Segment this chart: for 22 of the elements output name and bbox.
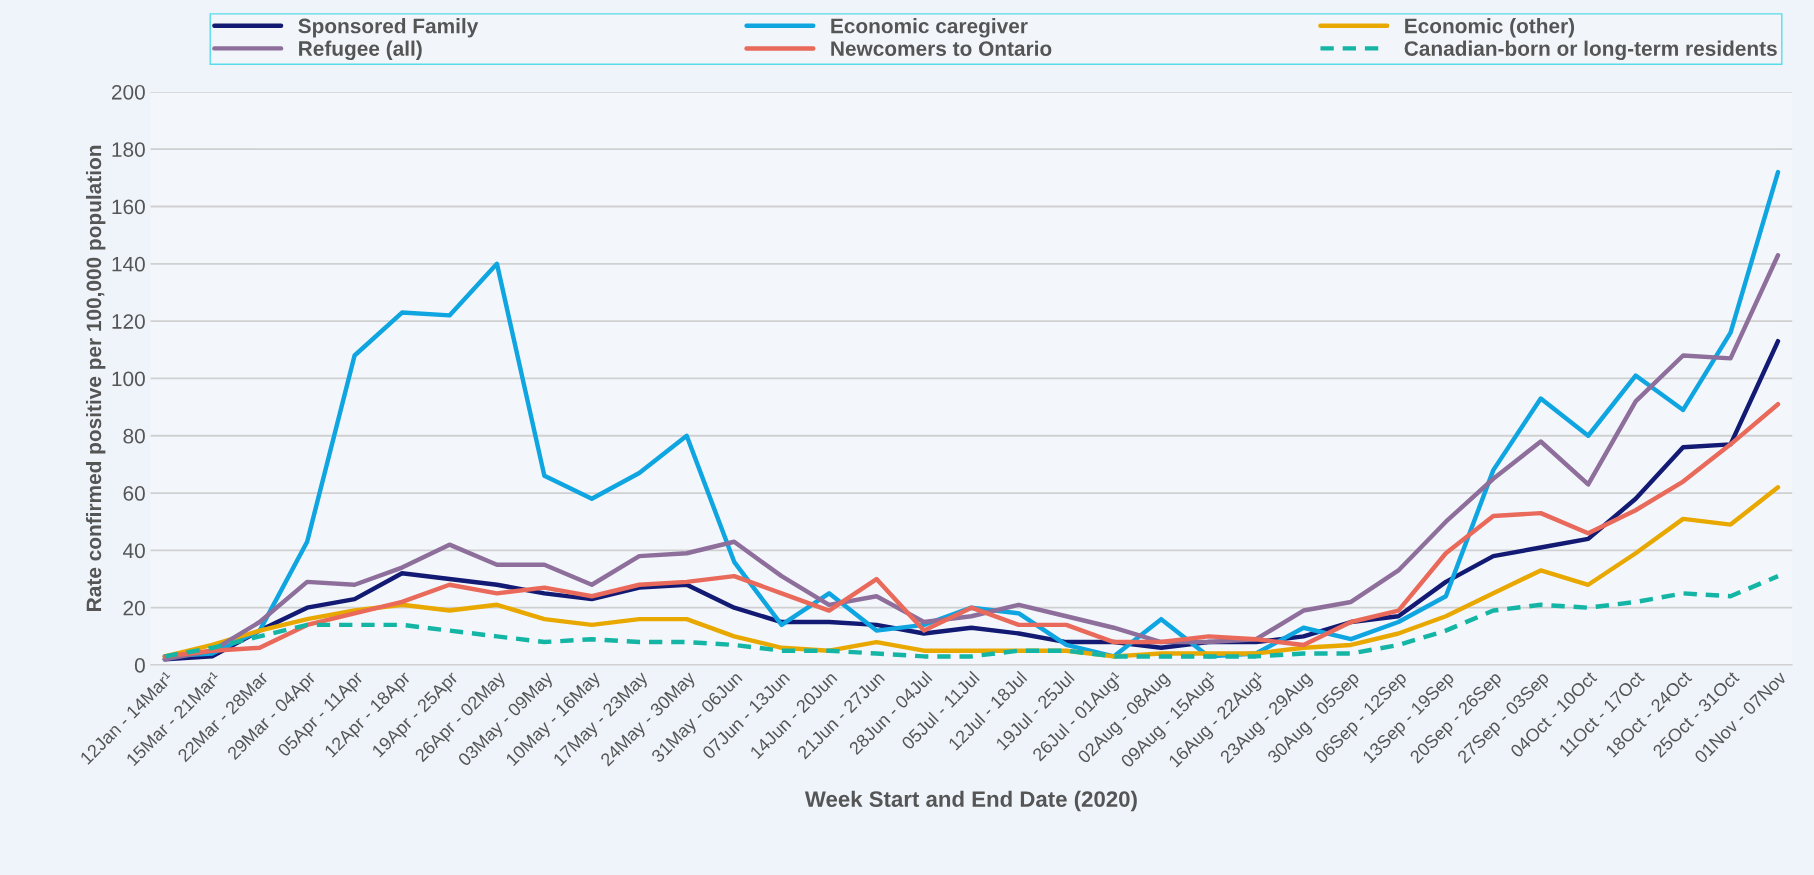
y-tick-label: 60 bbox=[123, 486, 145, 501]
line-series bbox=[162, 573, 1781, 659]
y-tick-label: 180 bbox=[112, 142, 145, 157]
y-tick-label: 20 bbox=[123, 600, 145, 616]
y-tick-label: 200 bbox=[111, 84, 145, 100]
y-tick-label: 80 bbox=[123, 428, 145, 444]
legend-label: Canadian-born or long-term residents bbox=[1404, 40, 1777, 61]
line-series bbox=[162, 253, 1781, 662]
y-axis-title: Rate confirmed positive per 100,000 population bbox=[85, 145, 106, 611]
y-tick-label: 140 bbox=[112, 256, 145, 272]
y-tick-label: 0 bbox=[134, 658, 145, 673]
y-tick-label: 160 bbox=[112, 199, 145, 215]
legend-label: Newcomers to Ontario bbox=[831, 40, 1052, 56]
y-tick-label: 120 bbox=[112, 314, 145, 329]
line-series bbox=[162, 402, 1781, 659]
legend-label: Economic (other) bbox=[1405, 18, 1575, 38]
legend-label: Economic caregiver bbox=[831, 18, 1028, 38]
y-tick-label: 100 bbox=[112, 371, 145, 387]
legend-label: Refugee (all) bbox=[299, 40, 422, 61]
y-tick-label: 40 bbox=[123, 543, 145, 559]
legend-label: Sponsored Family bbox=[298, 18, 479, 38]
x-axis-title: Week Start and End Date (2020) bbox=[804, 790, 1137, 812]
